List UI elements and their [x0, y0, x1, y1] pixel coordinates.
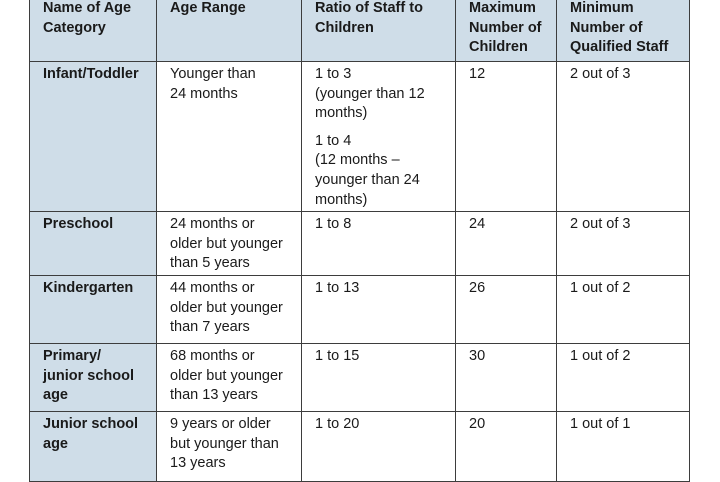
- header-staff-ratio: Ratio of Staff to Children: [301, 0, 456, 62]
- staff-ratio-table-wrapper: Name of Age Category Age Range Ratio of …: [29, 0, 690, 482]
- header-min-staff: Minimum Number of Qualified Staff: [556, 0, 690, 62]
- age-range-text: 24 months or: [170, 216, 255, 233]
- header-line: Number of: [469, 19, 542, 36]
- table-row-junior-school: Junior school age 9 years or older but y…: [29, 410, 690, 482]
- max-children-cell: 24: [455, 211, 557, 276]
- ratio-cell: 1 to 3 (younger than 12 months) 1 to 4 (…: [301, 60, 456, 213]
- ratio-text: 1 to 15: [315, 347, 360, 364]
- paragraph-gap: [315, 124, 449, 132]
- category-text: age: [43, 387, 68, 404]
- header-line: Qualified Staff: [570, 39, 669, 56]
- header-line: Minimum: [570, 0, 634, 16]
- age-range-text: older but younger: [170, 299, 283, 316]
- category-cell: Infant/Toddler: [29, 60, 157, 213]
- ratio-text: months): [315, 105, 368, 122]
- age-range-text: older but younger: [170, 235, 283, 252]
- category-text: age: [43, 435, 68, 452]
- age-range-cell: 24 months or older but younger than 5 ye…: [156, 211, 302, 276]
- max-children-cell: 12: [455, 60, 557, 213]
- ratio-text: 1 to 20: [315, 415, 360, 432]
- ratio-cell: 1 to 20: [301, 410, 456, 482]
- ratio-cell: 1 to 8: [301, 211, 456, 276]
- ratio-text: 1 to 3: [315, 66, 352, 82]
- header-line: Category: [43, 19, 106, 36]
- header-line: Ratio of Staff to: [315, 0, 423, 16]
- ratio-text: (younger than 12: [315, 85, 425, 102]
- ratio-text: 1 to 8: [315, 216, 352, 233]
- header-max-children: Maximum Number of Children: [455, 0, 557, 62]
- age-range-text: than 5 years: [170, 255, 250, 272]
- age-range-text: than 7 years: [170, 319, 250, 336]
- age-range-text: but younger than: [170, 435, 279, 452]
- min-staff-cell: 1 out of 2: [556, 342, 690, 412]
- max-children-cell: 30: [455, 342, 557, 412]
- category-text: junior school: [43, 367, 135, 384]
- min-staff-cell: 1 out of 1: [556, 410, 690, 482]
- ratio-text: 1 to 4: [315, 132, 352, 149]
- category-cell: Primary/ junior school age: [29, 342, 157, 412]
- min-staff-cell: 2 out of 3: [556, 211, 690, 276]
- age-range-cell: Younger than 24 months: [156, 60, 302, 213]
- header-line: Children: [469, 39, 528, 56]
- category-cell: Junior school age: [29, 410, 157, 482]
- age-range-text: older but younger: [170, 367, 283, 384]
- header-age-category: Name of Age Category: [29, 0, 157, 62]
- ratio-cell: 1 to 13: [301, 274, 456, 344]
- category-text: Junior school: [43, 415, 139, 432]
- table-row-preschool: Preschool 24 months or older but younger…: [29, 211, 690, 276]
- age-range-text: Younger than: [170, 66, 256, 82]
- age-range-text: 44 months or: [170, 279, 255, 296]
- table-row-primary-junior: Primary/ junior school age 68 months or …: [29, 342, 690, 412]
- header-line: Number of: [570, 19, 643, 36]
- max-children-cell: 26: [455, 274, 557, 344]
- category-text: Kindergarten: [43, 279, 134, 296]
- age-range-cell: 9 years or older but younger than 13 yea…: [156, 410, 302, 482]
- category-text: Preschool: [43, 216, 114, 233]
- category-text: Infant/Toddler: [43, 66, 139, 82]
- header-line: Children: [315, 19, 374, 36]
- header-line: Maximum: [469, 0, 536, 16]
- ratio-text: younger than 24: [315, 171, 420, 188]
- ratio-text: (12 months –: [315, 152, 400, 169]
- header-line: Name of Age: [43, 0, 132, 16]
- age-range-text: than 13 years: [170, 387, 258, 404]
- category-text: Primary/: [43, 347, 102, 364]
- age-range-text: 68 months or: [170, 347, 255, 364]
- ratio-cell: 1 to 15: [301, 342, 456, 412]
- age-range-text: 9 years or older: [170, 415, 271, 432]
- ratio-text: 1 to 13: [315, 279, 360, 296]
- category-cell: Preschool: [29, 211, 157, 276]
- header-age-range: Age Range: [156, 0, 302, 62]
- table-row-kindergarten: Kindergarten 44 months or older but youn…: [29, 274, 690, 344]
- table-row-infant-toddler: Infant/Toddler Younger than 24 months 1 …: [29, 60, 690, 213]
- header-row: Name of Age Category Age Range Ratio of …: [29, 0, 690, 62]
- age-range-cell: 44 months or older but younger than 7 ye…: [156, 274, 302, 344]
- min-staff-cell: 1 out of 2: [556, 274, 690, 344]
- header-line: Age Range: [170, 0, 246, 16]
- max-children-cell: 20: [455, 410, 557, 482]
- category-cell: Kindergarten: [29, 274, 157, 344]
- ratio-text: months): [315, 191, 368, 208]
- staff-ratio-table: Name of Age Category Age Range Ratio of …: [29, 0, 690, 482]
- age-range-text: 13 years: [170, 455, 226, 472]
- age-range-cell: 68 months or older but younger than 13 y…: [156, 342, 302, 412]
- min-staff-cell: 2 out of 3: [556, 60, 690, 213]
- age-range-text: 24 months: [170, 85, 238, 102]
